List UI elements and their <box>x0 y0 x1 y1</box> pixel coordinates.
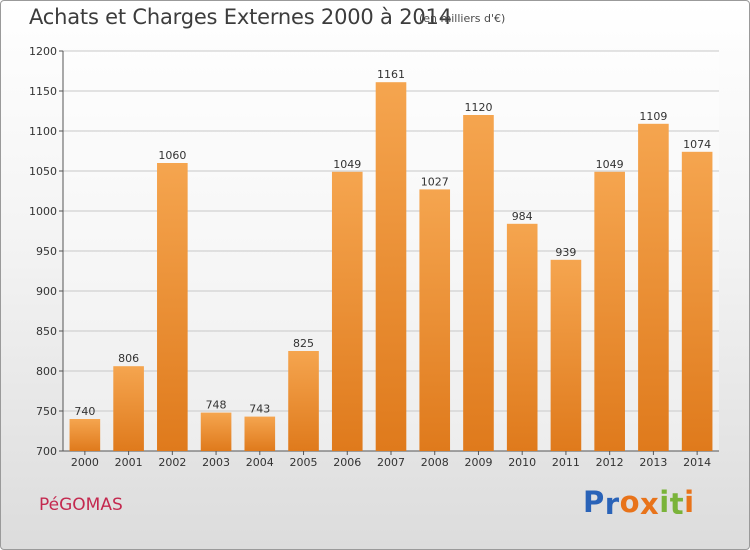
data-label: 939 <box>555 246 576 259</box>
y-tick-label: 850 <box>36 325 57 338</box>
x-tick-label: 2002 <box>158 456 186 469</box>
bar-2000 <box>69 419 101 451</box>
logo-letter: x <box>640 487 660 521</box>
y-tick-label: 900 <box>36 285 57 298</box>
x-tick-label: 2001 <box>115 456 143 469</box>
commune-name: PéGOMAS <box>39 495 123 515</box>
data-label: 1074 <box>683 138 711 151</box>
data-label: 743 <box>249 403 270 416</box>
x-tick-label: 2006 <box>333 456 361 469</box>
labels: 700 750 800 850 900 950 1000 1050 1100 1150 1200 74… <box>29 45 711 469</box>
data-label: 1161 <box>377 68 405 81</box>
bar-2004 <box>244 416 276 451</box>
x-tick-label: 2013 <box>639 456 667 469</box>
logo-letter: i <box>684 485 695 519</box>
x-tick-label: 2000 <box>71 456 99 469</box>
x-tick-label: 2011 <box>552 456 580 469</box>
chart-subtitle: (en milliers d'€) <box>419 12 506 25</box>
bar-2008 <box>419 189 451 451</box>
y-tick-label: 1200 <box>29 45 57 58</box>
logo-letter: t <box>669 487 685 521</box>
bar-2009 <box>463 115 494 451</box>
y-tick-label: 700 <box>36 445 57 458</box>
logo-letter: o <box>619 485 641 519</box>
bar-2005 <box>288 351 319 451</box>
chart-title: Achats et Charges Externes 2000 à 2014 <box>29 5 452 29</box>
data-label: 1120 <box>464 101 492 114</box>
x-tick-label: 2007 <box>377 456 405 469</box>
x-tick-label: 2005 <box>290 456 318 469</box>
x-tick-label: 2014 <box>683 456 711 469</box>
x-tick-label: 2012 <box>596 456 624 469</box>
y-tick-label: 800 <box>36 365 57 378</box>
logo-letter: P <box>583 485 605 519</box>
bar-2011 <box>550 259 582 451</box>
y-tick-label: 1150 <box>29 85 57 98</box>
logo-letter: r <box>604 487 620 521</box>
y-tick-label: 750 <box>36 405 57 418</box>
y-tick-label: 1000 <box>29 205 57 218</box>
bar-2014 <box>681 151 713 452</box>
bar-2012 <box>594 171 625 452</box>
data-label: 1027 <box>421 175 449 188</box>
x-tick-label: 2003 <box>202 456 230 469</box>
bar-2013 <box>638 123 669 452</box>
data-label: 1060 <box>158 149 186 162</box>
data-label: 1049 <box>333 158 361 171</box>
bar-2002 <box>157 163 188 451</box>
data-label: 806 <box>118 352 139 365</box>
y-tick-label: 1100 <box>29 125 57 138</box>
bar-2006 <box>331 171 363 452</box>
x-tick-label: 2010 <box>508 456 536 469</box>
bar-2001 <box>113 366 144 451</box>
bar-2007 <box>375 82 407 451</box>
y-tick-label: 950 <box>36 245 57 258</box>
data-label: 740 <box>74 405 95 418</box>
x-tick-label: 2009 <box>464 456 492 469</box>
data-label: 825 <box>293 337 314 350</box>
data-label: 748 <box>206 399 227 412</box>
bar-2003 <box>200 412 232 451</box>
proxiti-logo: Proxiti <box>583 485 695 521</box>
x-tick-label: 2008 <box>421 456 449 469</box>
logo-letter: i <box>659 485 670 519</box>
data-label: 1109 <box>639 110 667 123</box>
bars <box>69 82 713 452</box>
x-tick-label: 2004 <box>246 456 274 469</box>
bar-2010 <box>506 223 538 451</box>
y-tick-label: 1050 <box>29 165 57 178</box>
data-label: 984 <box>512 210 533 223</box>
data-label: 1049 <box>596 158 624 171</box>
